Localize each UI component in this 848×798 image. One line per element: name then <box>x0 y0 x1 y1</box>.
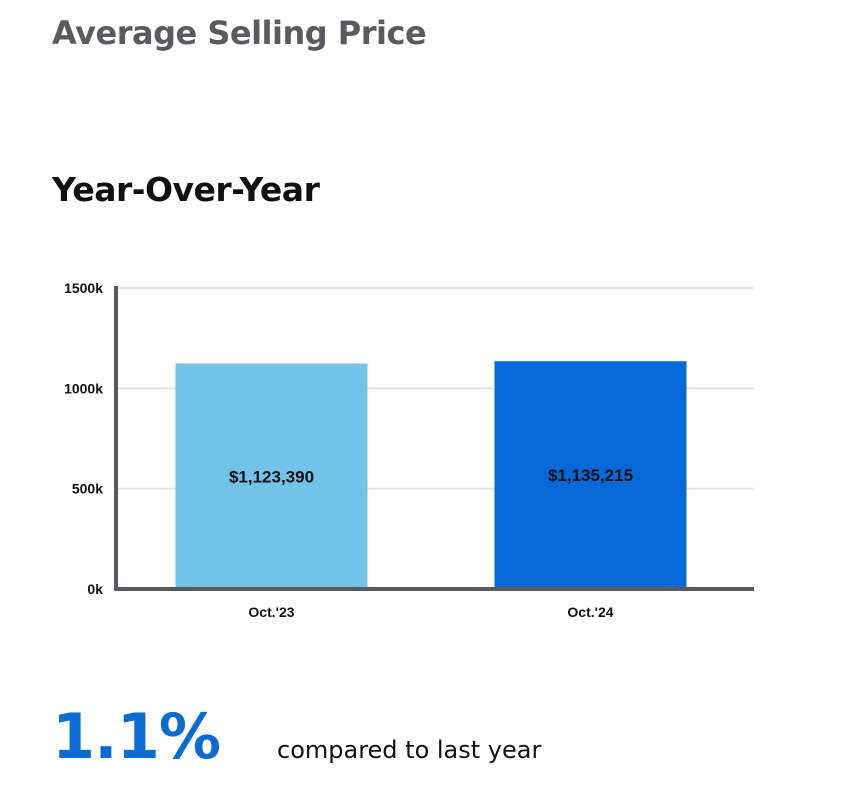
bar <box>494 361 687 589</box>
y-tick-label: 1000k <box>64 380 103 396</box>
x-tick-label: Oct.'24 <box>567 604 613 620</box>
y-tick-label: 500k <box>72 481 103 497</box>
page-title: Average Selling Price <box>52 14 427 52</box>
bar-value-label: $1,135,215 <box>548 466 633 485</box>
y-tick-label: 0k <box>87 581 103 597</box>
chart-subtitle: Year-Over-Year <box>52 170 320 209</box>
x-tick-label: Oct.'23 <box>248 604 294 620</box>
bar <box>175 363 368 589</box>
comparison-text: compared to last year <box>277 736 542 764</box>
percent-change: 1.1% <box>52 700 221 773</box>
y-tick-label: 1500k <box>64 280 103 296</box>
bar-chart: 0k 500k 1000k 1500k $1,123,390 Oct.'23 $1,135,… <box>64 280 754 620</box>
bar-value-label: $1,123,390 <box>229 467 314 486</box>
